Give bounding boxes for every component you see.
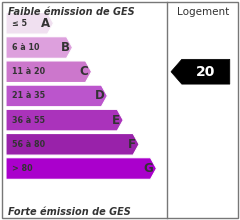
Text: 56 à 80: 56 à 80 (12, 140, 45, 149)
Text: 21 à 35: 21 à 35 (12, 92, 45, 100)
Text: F: F (128, 138, 136, 151)
Text: G: G (144, 162, 154, 175)
Polygon shape (6, 134, 139, 155)
Text: D: D (95, 89, 104, 103)
Polygon shape (171, 59, 230, 84)
Text: > 80: > 80 (12, 164, 33, 173)
Polygon shape (6, 37, 72, 58)
Text: 6 à 10: 6 à 10 (12, 43, 40, 52)
Text: Logement: Logement (177, 7, 229, 17)
Text: 36 à 55: 36 à 55 (12, 116, 45, 125)
Polygon shape (6, 61, 91, 82)
Polygon shape (6, 85, 107, 107)
Polygon shape (6, 13, 54, 34)
Text: A: A (41, 17, 50, 30)
Text: E: E (112, 114, 120, 127)
Text: ≤ 5: ≤ 5 (12, 19, 27, 28)
Text: B: B (60, 41, 70, 54)
Text: Faible émission de GES: Faible émission de GES (8, 7, 135, 17)
Text: 20: 20 (196, 65, 216, 79)
Polygon shape (6, 158, 156, 179)
Text: C: C (80, 65, 89, 78)
Text: 11 à 20: 11 à 20 (12, 67, 45, 76)
Text: Forte émission de GES: Forte émission de GES (8, 207, 131, 217)
Polygon shape (6, 109, 123, 131)
